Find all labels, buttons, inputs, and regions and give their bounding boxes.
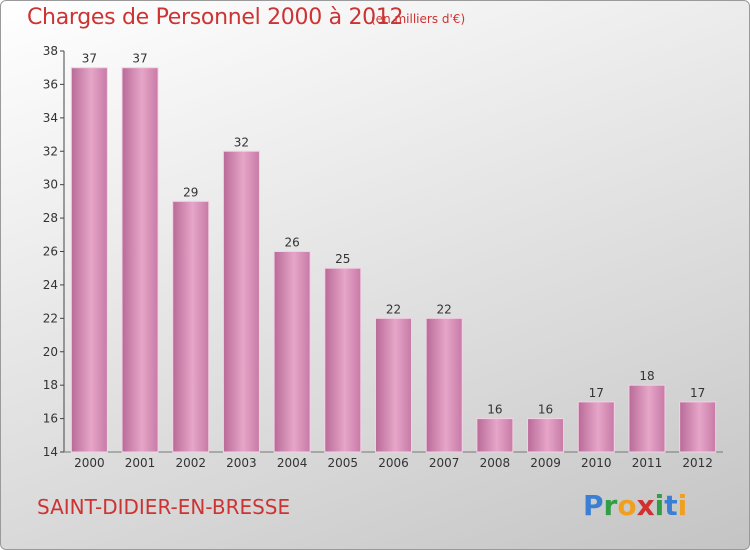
logo-letter: i — [677, 489, 688, 522]
x-tick-label: 2005 — [328, 456, 359, 470]
value-label: 22 — [386, 302, 401, 316]
bar-2009 — [527, 418, 565, 453]
x-tick-label: 2002 — [175, 456, 206, 470]
y-tick-label: 32 — [43, 144, 58, 158]
x-tick-label: 2007 — [429, 456, 460, 470]
x-tick-label: 2009 — [530, 456, 561, 470]
y-tick-label: 28 — [43, 211, 58, 225]
chart-unit: (en milliers d'€) — [371, 12, 466, 26]
bar-2008 — [476, 418, 514, 453]
x-tick-label: 2001 — [125, 456, 156, 470]
y-tick-label: 20 — [43, 345, 58, 359]
y-tick-label: 14 — [43, 445, 58, 459]
value-label: 29 — [183, 185, 198, 199]
logo-letter: t — [664, 489, 678, 522]
y-tick-label: 18 — [43, 378, 58, 392]
bars — [70, 67, 717, 453]
bar-2001 — [121, 67, 159, 453]
value-label: 37 — [82, 52, 97, 66]
logo-letter: i — [654, 489, 665, 522]
proxiti-logo[interactable]: Proxiti — [583, 489, 687, 522]
bar-2005 — [324, 267, 362, 453]
logo-letter: P — [583, 489, 604, 522]
y-tick-label: 34 — [43, 111, 58, 125]
x-tick-label: 2011 — [632, 456, 663, 470]
bar-2004 — [273, 251, 311, 453]
y-tick-label: 16 — [43, 412, 58, 426]
y-tick-label: 36 — [43, 77, 58, 91]
value-label: 26 — [284, 236, 299, 250]
x-tick-label: 2006 — [378, 456, 409, 470]
bar-2003 — [222, 150, 260, 453]
logo-letter: o — [617, 489, 637, 522]
town-name: SAINT-DIDIER-EN-BRESSE — [37, 495, 291, 519]
value-label: 17 — [589, 386, 604, 400]
x-tick-label: 2012 — [682, 456, 713, 470]
value-label: 17 — [690, 386, 705, 400]
chart-title: Charges de Personnel 2000 à 2012 — [27, 5, 404, 30]
bar-2002 — [172, 200, 210, 453]
y-tick-label: 26 — [43, 245, 58, 259]
value-label: 25 — [335, 252, 350, 266]
y-tick-label: 22 — [43, 311, 58, 325]
value-label: 16 — [538, 403, 553, 417]
y-tick-label: 24 — [43, 278, 58, 292]
value-label: 18 — [639, 369, 654, 383]
y-tick-label: 30 — [43, 178, 58, 192]
bar-2006 — [375, 317, 412, 453]
tick-labels: 14 16 18 20 22 24 26 28 30 32 34 36 38 2000 2001 2002 20… — [43, 44, 713, 470]
logo-letter: r — [603, 489, 618, 522]
value-label: 37 — [132, 52, 147, 66]
bar-2010 — [577, 401, 615, 453]
bar-2012 — [679, 401, 717, 453]
data-labels: 37 37 29 32 26 25 22 22 16 16 17 18 17 — [82, 52, 706, 417]
x-tick-label: 2003 — [226, 456, 257, 470]
bar-2000 — [70, 67, 108, 453]
value-label: 22 — [437, 302, 452, 316]
x-tick-label: 2010 — [581, 456, 612, 470]
value-label: 32 — [234, 135, 249, 149]
x-tick-label: 2000 — [74, 456, 105, 470]
x-tick-label: 2004 — [277, 456, 308, 470]
value-label: 16 — [487, 403, 502, 417]
bar-2007 — [425, 317, 463, 453]
y-tick-label: 38 — [43, 44, 58, 58]
logo-letter: x — [636, 489, 655, 522]
bar-2011 — [628, 384, 666, 453]
x-tick-label: 2008 — [480, 456, 511, 470]
